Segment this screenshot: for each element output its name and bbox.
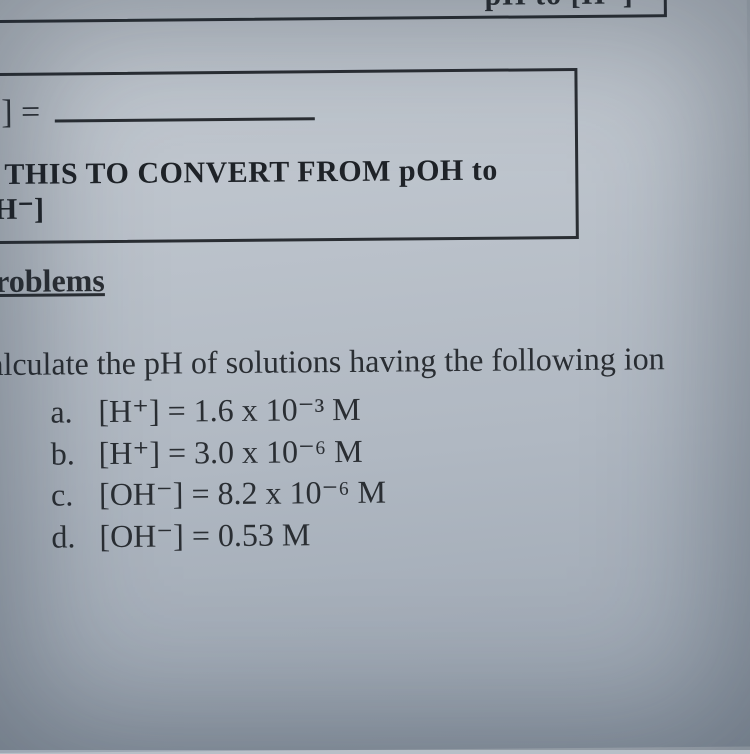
item-label: a. xyxy=(50,391,90,433)
item-label: c. xyxy=(51,475,91,517)
top-formula-box: pH to [H⁺] xyxy=(0,0,667,23)
top-box-text: pH to [H⁺] xyxy=(484,0,633,12)
question-prompt: Calculate the pH of solutions having the… xyxy=(0,337,700,387)
worksheet-page: pH to [H⁺] H⁻] = SE THIS TO CONVERT FROM… xyxy=(0,0,750,754)
item-expression: [H⁺] = 1.6 x 10⁻³ M xyxy=(98,391,361,429)
item-expression: [OH⁻] = 8.2 x 10⁻⁶ M xyxy=(99,474,386,513)
answer-choices: a. [H⁺] = 1.6 x 10⁻³ M b. [H⁺] = 3.0 x 1… xyxy=(50,386,701,558)
convert-instruction: SE THIS TO CONVERT FROM pOH to [OH⁻] xyxy=(0,153,558,227)
item-label: b. xyxy=(51,433,91,475)
fill-in-blank xyxy=(55,114,315,122)
list-item: d. [OH⁻] = 0.53 M xyxy=(51,511,701,558)
item-expression: [H⁺] = 3.0 x 10⁻⁶ M xyxy=(99,433,363,471)
list-item: b. [H⁺] = 3.0 x 10⁻⁶ M xyxy=(51,428,701,475)
list-item: c. [OH⁻] = 8.2 x 10⁻⁶ M xyxy=(51,469,701,516)
poh-formula-box: H⁻] = SE THIS TO CONVERT FROM pOH to [OH… xyxy=(0,68,579,245)
equation-line: H⁻] = xyxy=(0,87,557,132)
section-heading: ce Problems xyxy=(0,262,105,300)
item-label: d. xyxy=(51,516,91,558)
item-expression: [OH⁻] = 0.53 M xyxy=(99,516,310,554)
equation-lhs: H⁻] = xyxy=(0,94,40,132)
practice-question: ) Calculate the pH of solutions having t… xyxy=(0,337,702,559)
list-item: a. [H⁺] = 1.6 x 10⁻³ M xyxy=(50,386,700,433)
